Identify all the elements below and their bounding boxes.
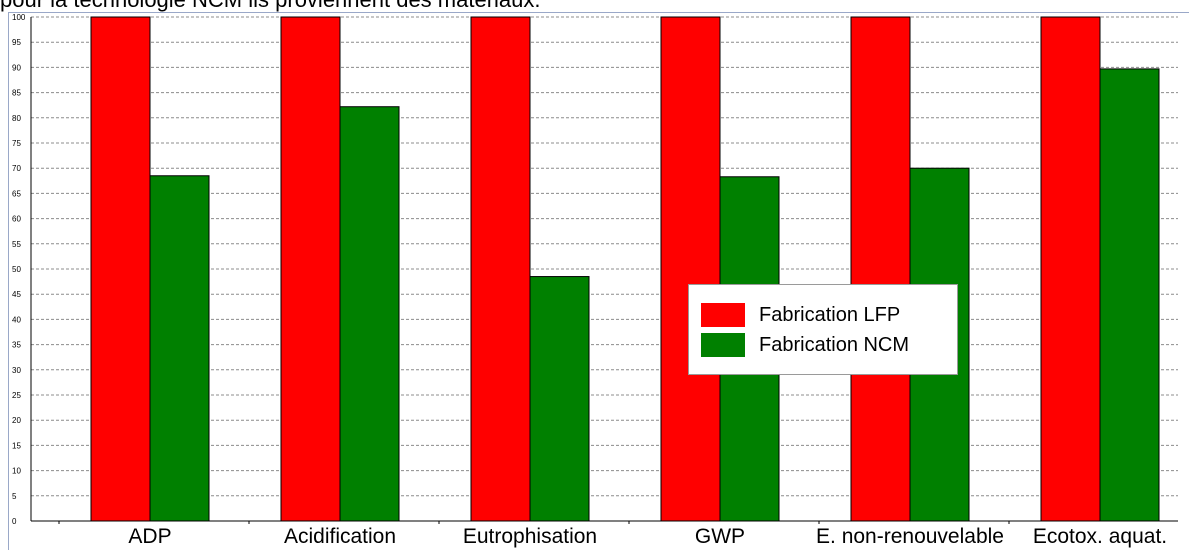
y-tick-label: 30 <box>12 366 21 375</box>
bar-ncm <box>149 175 210 522</box>
y-tick-label: 100 <box>12 13 26 22</box>
bar-ncm <box>1099 68 1160 522</box>
bar-lfp <box>470 16 531 522</box>
bar-lfp <box>1040 16 1101 522</box>
bar-lfp <box>90 16 151 522</box>
y-tick-label: 75 <box>12 139 21 148</box>
y-tick-label: 55 <box>12 240 21 249</box>
y-tick-label: 15 <box>12 441 21 450</box>
x-tick-label: Eutrophisation <box>463 525 597 548</box>
y-tick-label: 85 <box>12 89 21 98</box>
y-tick-label: 20 <box>12 416 21 425</box>
bar-lfp <box>660 16 721 522</box>
bar-lfp <box>280 16 341 522</box>
bar-ncm <box>339 106 400 522</box>
y-tick-label: 50 <box>12 265 21 274</box>
legend-item-lfp: Fabrication LFP <box>701 301 900 329</box>
x-tick-label: E. non-renouvelable <box>816 525 1004 548</box>
bar-ncm <box>529 276 590 522</box>
y-tick-label: 35 <box>12 341 21 350</box>
y-tick-label: 80 <box>12 114 21 123</box>
legend: Fabrication LFP Fabrication NCM <box>688 284 958 375</box>
legend-label-ncm: Fabrication NCM <box>759 333 910 356</box>
bar-lfp <box>850 16 911 522</box>
y-tick-label: 90 <box>12 63 21 72</box>
y-tick-label: 10 <box>12 467 21 476</box>
y-tick-label: 5 <box>12 492 17 501</box>
chart-frame <box>8 12 1189 550</box>
y-tick-label: 40 <box>12 315 21 324</box>
caption-text: pour la technologie NCM ils proviennent … <box>0 0 1193 12</box>
legend-swatch-ncm <box>701 333 745 357</box>
legend-label-lfp: Fabrication LFP <box>759 303 901 326</box>
x-tick-label: GWP <box>695 525 745 548</box>
y-tick-label: 25 <box>12 391 21 400</box>
y-tick-label: 70 <box>12 164 21 173</box>
x-tick-label: ADP <box>128 525 171 548</box>
y-tick-label: 95 <box>12 38 21 47</box>
y-tick-label: 0 <box>12 517 17 526</box>
y-tick-label: 60 <box>12 215 21 224</box>
y-tick-label: 65 <box>12 189 21 198</box>
legend-swatch-lfp <box>701 303 745 327</box>
y-tick-label: 45 <box>12 290 21 299</box>
legend-item-ncm: Fabrication NCM <box>701 331 909 359</box>
x-tick-label: Ecotox. aquat. <box>1033 525 1167 548</box>
x-tick-label: Acidification <box>284 525 396 548</box>
